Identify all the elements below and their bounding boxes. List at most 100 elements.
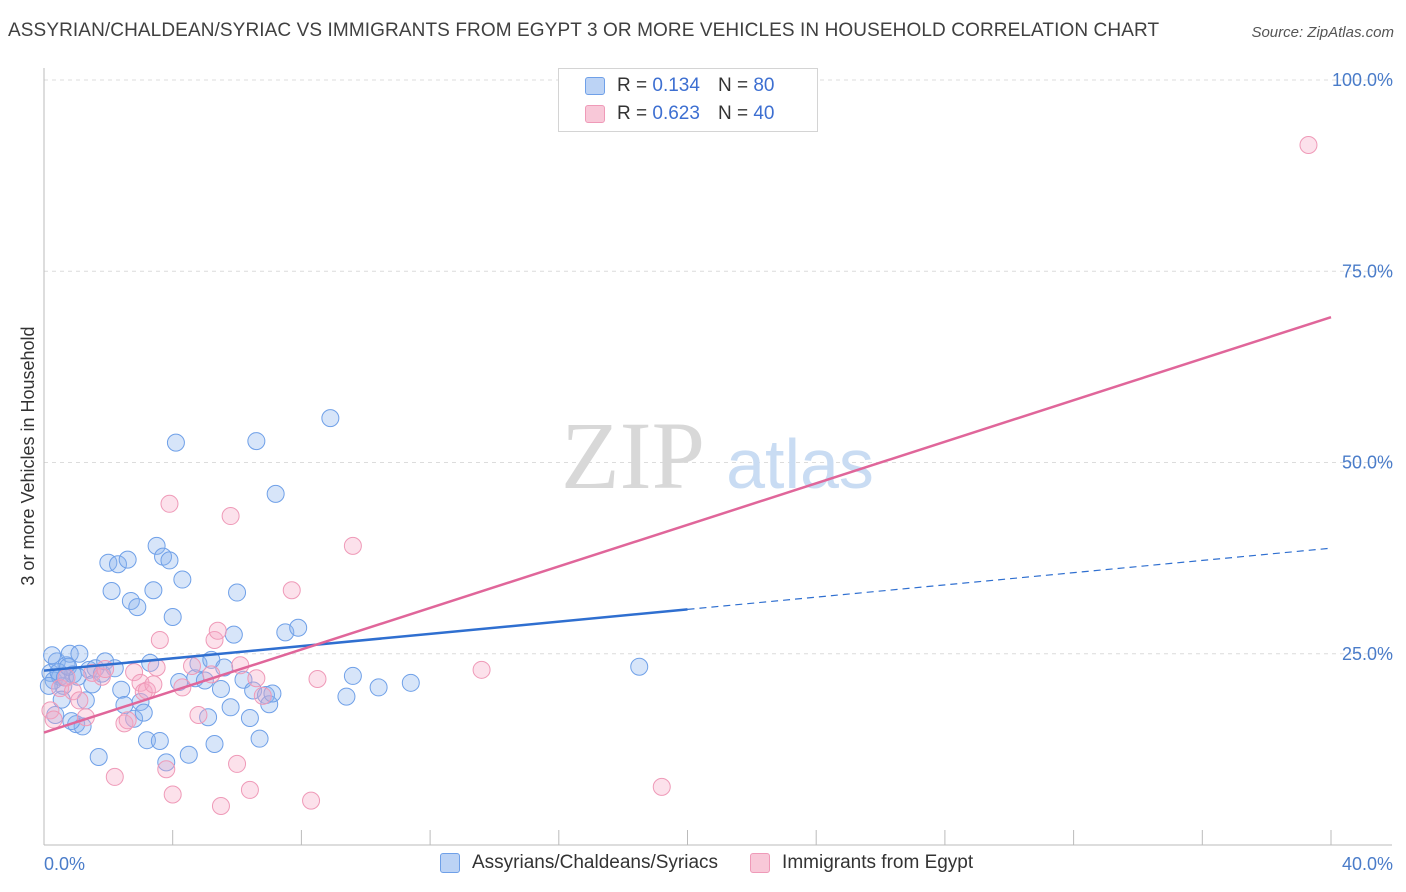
data-point-assyrians <box>141 653 160 672</box>
legend-r-label: R = <box>617 75 648 96</box>
data-point-assyrians <box>150 731 169 750</box>
data-point-assyrians <box>179 745 198 764</box>
correlation-legend: R = 0.134 N = 80 R = 0.623 N = 40 <box>558 68 818 132</box>
data-point-assyrians <box>137 731 156 750</box>
source-label: Source: ZipAtlas.com <box>1251 24 1394 41</box>
data-point-egypt <box>70 691 89 710</box>
data-point-assyrians <box>109 555 128 574</box>
data-point-egypt <box>221 507 240 526</box>
data-point-assyrians <box>240 709 259 728</box>
data-point-assyrians <box>289 618 308 637</box>
legend-swatch-blue <box>585 77 605 95</box>
data-point-assyrians <box>163 608 182 627</box>
legend-r-value-blue: 0.134 <box>652 75 700 96</box>
data-point-assyrians <box>343 666 362 685</box>
y-tick-label: 25.0% <box>1342 644 1393 664</box>
watermark-atlas: atlas <box>726 425 874 503</box>
data-point-assyrians <box>266 484 285 503</box>
x-tick-label: 40.0% <box>1342 854 1393 874</box>
chart-title: ASSYRIAN/CHALDEAN/SYRIAC VS IMMIGRANTS F… <box>8 20 1160 41</box>
data-point-assyrians <box>173 570 192 589</box>
legend-row-egypt: R = 0.623 N = 40 <box>585 101 774 127</box>
trend-line-assyrians <box>43 608 688 672</box>
data-point-assyrians <box>401 673 420 692</box>
data-point-assyrians <box>70 644 89 663</box>
data-point-assyrians <box>211 679 230 698</box>
legend-item-assyrians: Assyrians/Chaldeans/Syriacs <box>440 852 718 874</box>
legend-r-label: R = <box>617 103 648 124</box>
data-point-assyrians <box>630 657 649 676</box>
legend-item-egypt: Immigrants from Egypt <box>750 852 973 874</box>
data-point-assyrians <box>224 625 243 644</box>
y-axis-label: 3 or more Vehicles in Household <box>18 326 38 585</box>
data-point-egypt <box>160 494 179 513</box>
data-point-assyrians <box>134 703 153 722</box>
legend-r-value-pink: 0.623 <box>652 103 700 124</box>
data-point-egypt <box>472 660 491 679</box>
data-point-assyrians <box>60 644 79 663</box>
data-point-assyrians <box>118 550 137 569</box>
data-point-egypt <box>1299 136 1318 155</box>
data-point-assyrians <box>228 583 247 602</box>
legend-swatch-pink <box>750 853 771 873</box>
watermark-zip: ZIP <box>561 402 705 509</box>
data-point-egypt <box>302 791 321 810</box>
watermark: ZIP atlas <box>561 402 874 509</box>
series-egypt-points <box>41 136 1318 815</box>
legend-n-label: N = <box>717 75 749 96</box>
trend-lines <box>43 315 1332 734</box>
legend-n-label: N = <box>717 103 749 124</box>
data-point-egypt <box>183 656 202 675</box>
legend-label-egypt: Immigrants from Egypt <box>782 852 974 873</box>
trend-line-egypt <box>43 315 1332 734</box>
data-point-assyrians <box>43 646 62 665</box>
data-point-egypt <box>208 621 227 640</box>
data-point-egypt <box>115 714 134 733</box>
data-point-assyrians <box>102 582 121 601</box>
data-point-egypt <box>44 710 63 729</box>
data-point-assyrians <box>147 536 166 555</box>
data-point-assyrians <box>89 748 108 767</box>
data-point-assyrians <box>112 680 131 699</box>
data-point-assyrians <box>128 598 147 617</box>
data-point-assyrians <box>250 729 269 748</box>
data-point-egypt <box>118 711 137 730</box>
legend-n-value-blue: 80 <box>753 75 775 96</box>
axes <box>43 68 1392 846</box>
data-point-egypt <box>240 780 259 799</box>
data-point-assyrians <box>321 409 340 428</box>
data-point-egypt <box>105 767 124 786</box>
y-tick-label: 100.0% <box>1332 70 1393 90</box>
data-point-egypt <box>282 581 301 600</box>
x-tick-label: 0.0% <box>44 854 85 874</box>
grid-lines <box>44 79 1392 655</box>
data-point-assyrians <box>157 753 176 772</box>
data-point-egypt <box>63 682 82 701</box>
y-tick-label: 75.0% <box>1342 261 1393 281</box>
data-point-egypt <box>247 669 266 688</box>
trend-line-assyrians-extension <box>687 547 1332 610</box>
data-point-egypt <box>211 796 230 815</box>
legend-swatch-pink <box>585 105 605 123</box>
data-point-assyrians <box>39 676 58 695</box>
tick-labels: 25.0% 50.0% 75.0% 100.0% 0.0% 40.0% <box>44 70 1393 874</box>
legend-row-assyrians: R = 0.134 N = 80 <box>585 73 774 99</box>
legend-label-assyrians: Assyrians/Chaldeans/Syriacs <box>472 852 719 873</box>
data-point-assyrians <box>144 581 163 600</box>
data-point-assyrians <box>337 687 356 706</box>
series-legend: Assyrians/Chaldeans/Syriacs Immigrants f… <box>440 852 1005 874</box>
data-point-egypt <box>157 760 176 779</box>
legend-n-value-pink: 40 <box>753 103 775 124</box>
data-point-egypt <box>144 675 163 694</box>
data-point-assyrians <box>369 678 388 697</box>
series-assyrians-points <box>39 409 649 772</box>
data-point-egypt <box>125 663 144 682</box>
data-point-assyrians <box>247 432 266 451</box>
data-point-egypt <box>150 630 169 649</box>
data-point-assyrians <box>221 698 240 717</box>
data-point-assyrians <box>160 551 179 570</box>
data-point-egypt <box>652 777 671 796</box>
data-point-assyrians <box>125 709 144 728</box>
data-point-egypt <box>163 785 182 804</box>
